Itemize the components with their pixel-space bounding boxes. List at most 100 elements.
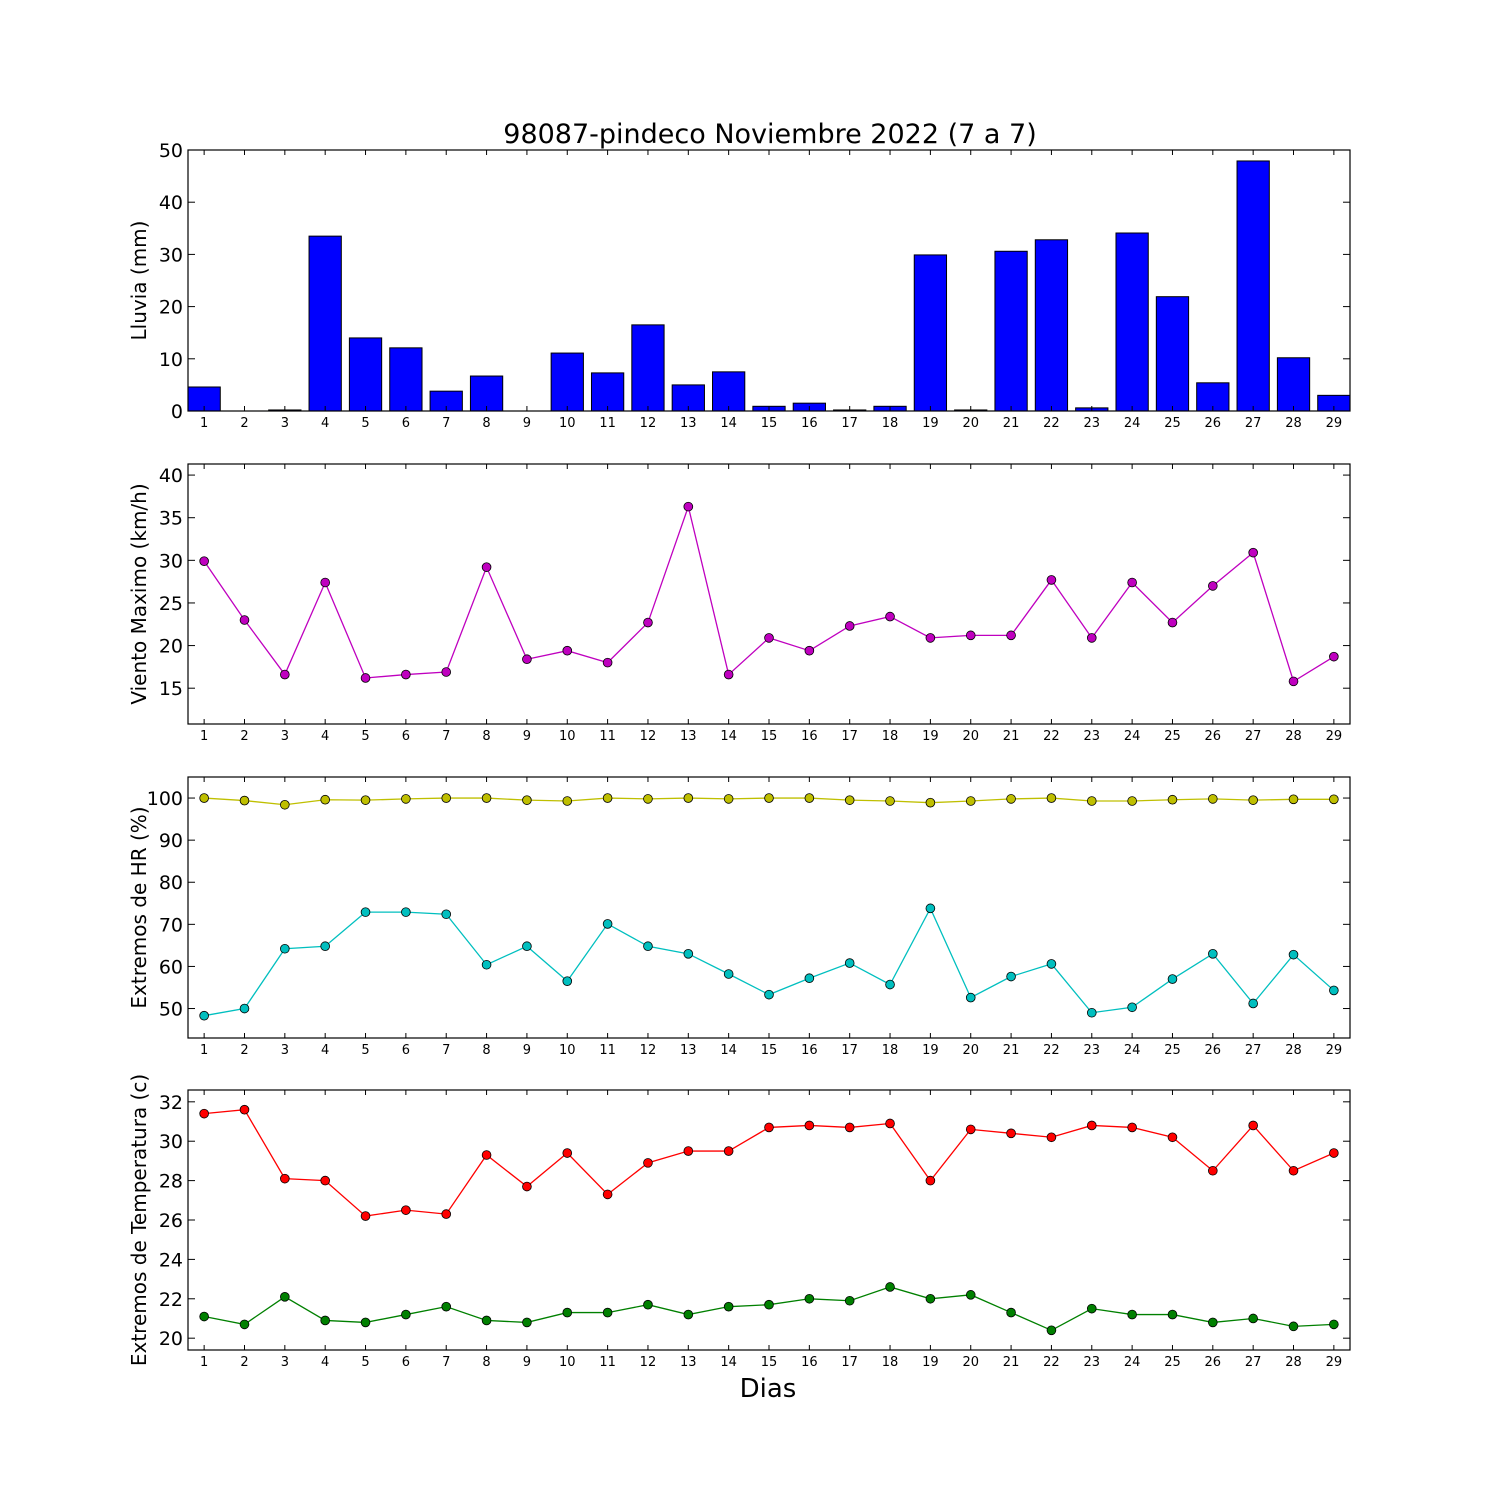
point-s2-day-21 <box>1006 971 1016 982</box>
point-s2-day-7 <box>441 1301 452 1312</box>
x-tick-label: 21 <box>1003 416 1020 431</box>
x-tick-label: 5 <box>361 1355 369 1370</box>
point-s1-day-25 <box>1167 794 1178 805</box>
point-s1-day-18 <box>885 1118 895 1129</box>
point-s1-day-27 <box>1248 795 1258 805</box>
y-tick-label: 25 <box>159 593 183 615</box>
x-tick-label: 28 <box>1285 416 1302 431</box>
point-s1-day-11 <box>602 657 613 668</box>
y-tick-label: 15 <box>159 678 183 700</box>
x-tick-label: 28 <box>1285 729 1302 744</box>
x-tick-label: 25 <box>1164 416 1181 431</box>
point-s1-day-17 <box>844 1122 855 1133</box>
x-tick-label: 26 <box>1205 729 1222 744</box>
point-s1-day-4 <box>320 1175 330 1186</box>
point-s2-day-14 <box>723 969 734 979</box>
x-tick-label: 14 <box>720 1355 737 1370</box>
point-s2-day-27 <box>1248 1313 1258 1324</box>
point-s2-day-17 <box>844 958 855 968</box>
y-tick-label: 0 <box>171 401 183 423</box>
x-tick-label: 18 <box>882 1355 899 1370</box>
point-s2-day-10 <box>562 976 573 986</box>
x-tick-label: 21 <box>1003 1043 1020 1058</box>
point-s2-day-6 <box>401 907 411 917</box>
bar-day-27 <box>1236 160 1270 412</box>
x-tick-label: 26 <box>1205 1043 1222 1058</box>
x-tick-label: 22 <box>1043 729 1060 744</box>
x-tick-label: 29 <box>1326 1043 1343 1058</box>
point-s1-day-13 <box>683 1146 694 1156</box>
x-tick-label: 10 <box>559 1043 576 1058</box>
point-s1-day-9 <box>522 795 532 805</box>
point-s2-day-9 <box>522 941 532 952</box>
bar-day-11 <box>590 372 625 412</box>
x-tick-label: 27 <box>1245 1043 1262 1058</box>
point-s1-day-3 <box>280 669 290 680</box>
point-s2-day-4 <box>320 941 330 952</box>
x-tick-label: 9 <box>523 729 531 744</box>
bar-day-12 <box>631 324 665 412</box>
y-tick-label: 40 <box>159 465 183 487</box>
point-s1-day-22 <box>1046 793 1057 803</box>
point-s1-day-26 <box>1208 1165 1218 1176</box>
point-s1-day-24 <box>1127 1122 1137 1133</box>
point-s1-day-11 <box>602 1189 613 1200</box>
point-s1-day-23 <box>1086 633 1097 643</box>
x-tick-label: 24 <box>1124 1043 1141 1058</box>
point-s1-day-24 <box>1127 577 1137 588</box>
x-tick-label: 8 <box>482 416 490 431</box>
y-tick-label: 22 <box>159 1289 183 1311</box>
y-axis-label: Extremos de HR (%) <box>127 806 151 1008</box>
x-tick-label: 4 <box>321 416 329 431</box>
x-tick-label: 20 <box>962 729 979 744</box>
x-tick-label: 17 <box>841 1043 858 1058</box>
x-tick-label: 10 <box>559 416 576 431</box>
x-tick-label: 27 <box>1245 1355 1262 1370</box>
x-tick-label: 11 <box>599 1043 616 1058</box>
point-s1-day-6 <box>401 1205 411 1215</box>
point-s2-day-13 <box>683 949 694 959</box>
point-s1-day-10 <box>562 645 573 656</box>
point-s1-day-20 <box>965 630 976 641</box>
bar-day-10 <box>550 352 584 412</box>
point-s1-day-13 <box>683 793 694 803</box>
x-tick-label: 20 <box>962 1355 979 1370</box>
point-s1-day-29 <box>1329 794 1339 805</box>
y-tick-label: 28 <box>159 1171 183 1193</box>
point-s2-day-18 <box>885 1282 895 1292</box>
point-s1-day-3 <box>280 1173 290 1184</box>
point-s1-day-28 <box>1288 676 1299 687</box>
bar-day-14 <box>712 371 746 412</box>
point-s2-day-14 <box>723 1301 734 1312</box>
point-s1-day-2 <box>239 795 250 806</box>
point-s1-day-14 <box>723 669 734 680</box>
point-s1-day-12 <box>643 1158 653 1168</box>
x-tick-label: 26 <box>1205 1355 1222 1370</box>
point-s1-day-16 <box>804 793 815 803</box>
x-tick-label: 15 <box>761 416 778 431</box>
point-s2-day-1 <box>199 1010 209 1021</box>
point-s1-day-27 <box>1248 547 1258 558</box>
point-s1-day-19 <box>925 1175 936 1186</box>
x-tick-label: 20 <box>962 416 979 431</box>
x-tick-label: 19 <box>922 1043 939 1058</box>
y-tick-label: 30 <box>159 1131 183 1153</box>
point-s2-day-26 <box>1208 949 1218 959</box>
x-tick-label: 1 <box>200 416 208 431</box>
x-tick-label: 25 <box>1164 1043 1181 1058</box>
point-s1-day-19 <box>925 797 936 808</box>
point-s2-day-5 <box>360 907 371 917</box>
point-s1-day-7 <box>441 1209 452 1219</box>
x-tick-label: 1 <box>200 1355 208 1370</box>
x-tick-label: 23 <box>1084 1355 1101 1370</box>
x-tick-label: 18 <box>882 1043 899 1058</box>
y-tick-label: 20 <box>159 1328 183 1350</box>
point-s1-day-19 <box>925 633 936 643</box>
point-s1-day-21 <box>1006 1128 1016 1139</box>
point-s2-day-16 <box>804 1293 815 1304</box>
x-tick-label: 4 <box>321 1043 329 1058</box>
y-tick-label: 30 <box>159 550 183 572</box>
bar-day-4 <box>308 235 342 412</box>
x-tick-label: 3 <box>281 416 289 431</box>
point-s1-day-10 <box>562 1148 573 1158</box>
